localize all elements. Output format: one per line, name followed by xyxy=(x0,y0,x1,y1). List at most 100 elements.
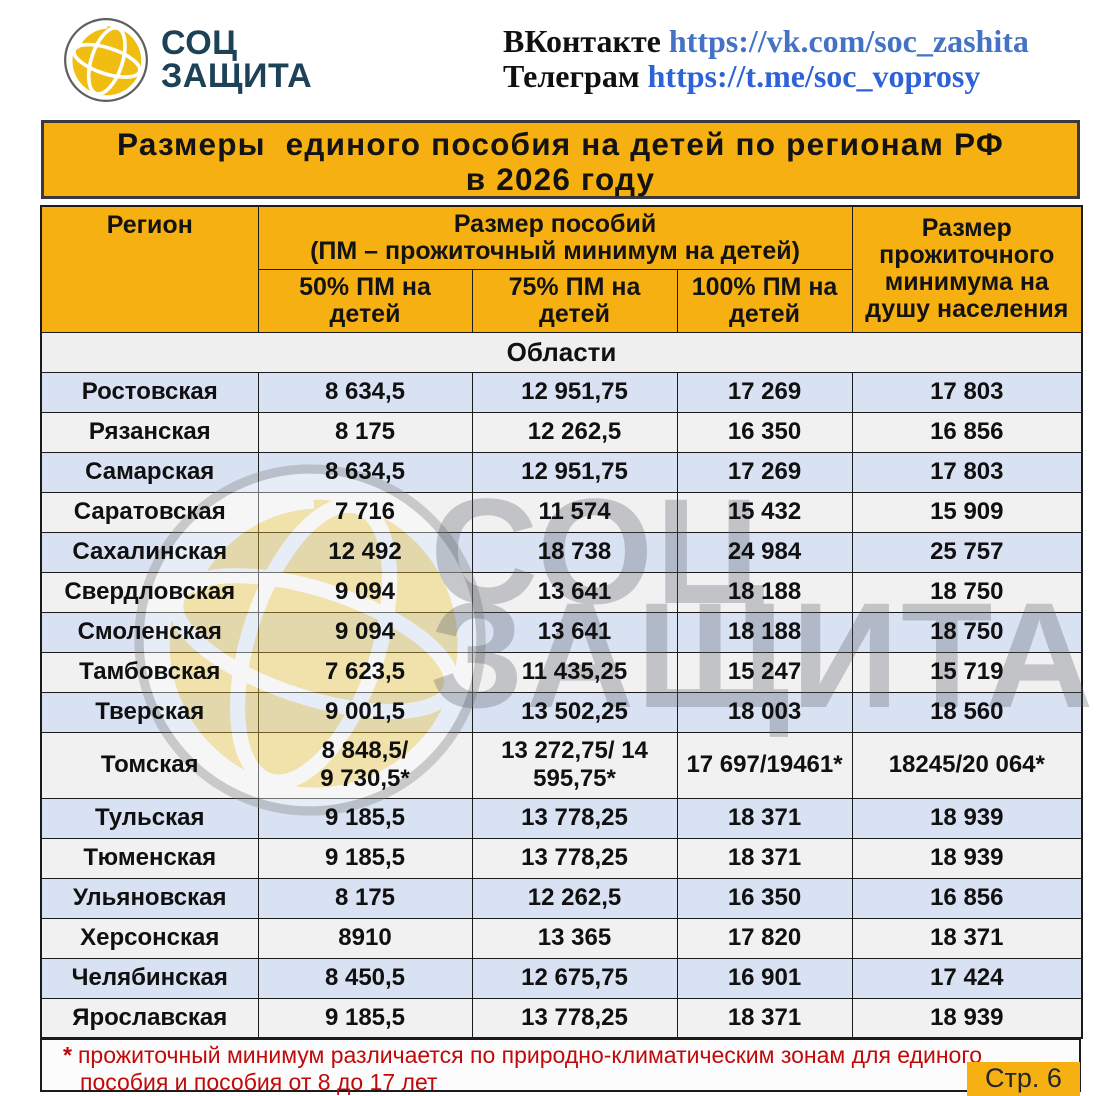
value-cell-pm_capita: 18 939 xyxy=(851,997,1083,1039)
value-cell-pm75: 13 272,75/ 14 595,75* xyxy=(471,731,678,799)
title-line-2: в 2026 году xyxy=(465,161,656,197)
value-cell-pm75: 18 738 xyxy=(471,531,678,573)
value-cell-pm_capita: 18 939 xyxy=(851,797,1083,839)
value-cell-pm100: 18 188 xyxy=(676,571,853,613)
benefits-table: Регион Размер пособий (ПМ – прожиточный м… xyxy=(40,205,1084,1039)
value-cell-pm100: 24 984 xyxy=(676,531,853,573)
value-cell-pm50: 9 185,5 xyxy=(257,997,473,1039)
table-row: Смоленская 9 094 13 641 18 188 18 750 xyxy=(40,611,1083,653)
header-pm75: 75% ПМ на детей xyxy=(471,268,678,333)
footnote: * прожиточный минимум различается по прир… xyxy=(40,1038,1081,1095)
telegram-link[interactable]: https://t.me/soc_voprosy xyxy=(647,58,981,94)
value-cell-pm100: 16 350 xyxy=(676,411,853,453)
value-cell-pm50: 8 848,5/ 9 730,5* xyxy=(257,731,473,799)
value-cell-pm_capita: 18 750 xyxy=(851,611,1083,653)
value-cell-pm50: 12 492 xyxy=(257,531,473,573)
value-cell-pm75: 13 502,25 xyxy=(471,691,678,733)
region-cell: Томская xyxy=(40,731,259,799)
value-cell-pm_capita: 18 939 xyxy=(851,837,1083,879)
table-row: Ульяновская 8 175 12 262,5 16 350 16 856 xyxy=(40,877,1083,919)
value-cell-pm75: 13 778,25 xyxy=(471,997,678,1039)
region-cell: Смоленская xyxy=(40,611,259,653)
value-cell-pm75: 11 574 xyxy=(471,491,678,533)
header-pm50: 50% ПМ на детей xyxy=(257,268,473,333)
value-cell-pm_capita: 15 909 xyxy=(851,491,1083,533)
table-row: Ярославская 9 185,5 13 778,25 18 371 18 939 xyxy=(40,997,1083,1039)
region-cell: Челябинская xyxy=(40,957,259,999)
value-cell-pm_capita: 17 803 xyxy=(851,451,1083,493)
value-cell-pm75: 13 778,25 xyxy=(471,797,678,839)
value-cell-pm_capita: 16 856 xyxy=(851,411,1083,453)
value-cell-pm100: 15 247 xyxy=(676,651,853,693)
region-cell: Ульяновская xyxy=(40,877,259,919)
logo: СОЦ ЗАЩИТА xyxy=(63,17,312,103)
table-row: Сахалинская 12 492 18 738 24 984 25 757 xyxy=(40,531,1083,573)
table-row: Томская 8 848,5/ 9 730,5* 13 272,75/ 14 59… xyxy=(40,731,1083,799)
value-cell-pm100: 18 371 xyxy=(676,837,853,879)
region-cell: Свердловская xyxy=(40,571,259,613)
value-cell-pm75: 11 435,25 xyxy=(471,651,678,693)
value-cell-pm75: 12 262,5 xyxy=(471,411,678,453)
telegram-line: Телеграм https://t.me/soc_voprosy xyxy=(503,59,1029,94)
value-cell-pm50: 8 175 xyxy=(257,411,473,453)
value-cell-pm50: 9 094 xyxy=(257,611,473,653)
region-cell: Саратовская xyxy=(40,491,259,533)
header-pm-capita: Размер прожиточного минимума на душу нас… xyxy=(851,205,1083,333)
page-number-badge: Стр. 6 xyxy=(967,1062,1080,1096)
value-cell-pm_capita: 25 757 xyxy=(851,531,1083,573)
value-cell-pm_capita: 15 719 xyxy=(851,651,1083,693)
value-cell-pm100: 18 371 xyxy=(676,997,853,1039)
value-cell-pm50: 8 175 xyxy=(257,877,473,919)
value-cell-pm50: 9 185,5 xyxy=(257,837,473,879)
title-line-1: Размеры единого пособия на детей по реги… xyxy=(117,126,1004,162)
value-cell-pm75: 12 951,75 xyxy=(471,451,678,493)
value-cell-pm50: 8 634,5 xyxy=(257,371,473,413)
vk-line: ВКонтакте https://vk.com/soc_zashita xyxy=(503,24,1029,59)
table-row: Тюменская 9 185,5 13 778,25 18 371 18 939 xyxy=(40,837,1083,879)
value-cell-pm100: 18 188 xyxy=(676,611,853,653)
table-row: Тамбовская 7 623,5 11 435,25 15 247 15 719 xyxy=(40,651,1083,693)
region-cell: Херсонская xyxy=(40,917,259,959)
table-row: Тверская 9 001,5 13 502,25 18 003 18 560 xyxy=(40,691,1083,733)
value-cell-pm100: 18 371 xyxy=(676,797,853,839)
region-cell: Тульская xyxy=(40,797,259,839)
table-row: Челябинская 8 450,5 12 675,75 16 901 17 424 xyxy=(40,957,1083,999)
table-row: Херсонская 8910 13 365 17 820 18 371 xyxy=(40,917,1083,959)
globe-icon xyxy=(64,18,148,102)
value-cell-pm_capita: 18 560 xyxy=(851,691,1083,733)
value-cell-pm_capita: 16 856 xyxy=(851,877,1083,919)
logo-text: СОЦ ЗАЩИТА xyxy=(161,24,313,95)
table-row: Тульская 9 185,5 13 778,25 18 371 18 939 xyxy=(40,797,1083,839)
value-cell-pm50: 9 185,5 xyxy=(257,797,473,839)
value-cell-pm100: 17 269 xyxy=(676,451,853,493)
value-cell-pm_capita: 18 750 xyxy=(851,571,1083,613)
table-row: Свердловская 9 094 13 641 18 188 18 750 xyxy=(40,571,1083,613)
section-oblasti: Области xyxy=(40,331,1083,373)
header-benefit-group: Размер пособий (ПМ – прожиточный минимум … xyxy=(257,205,853,270)
value-cell-pm_capita: 18 371 xyxy=(851,917,1083,959)
page-title: Размеры единого пособия на детей по реги… xyxy=(41,120,1080,199)
telegram-label: Телеграм xyxy=(503,58,640,94)
value-cell-pm75: 13 778,25 xyxy=(471,837,678,879)
value-cell-pm_capita: 17 803 xyxy=(851,371,1083,413)
value-cell-pm100: 15 432 xyxy=(676,491,853,533)
region-cell: Сахалинская xyxy=(40,531,259,573)
value-cell-pm75: 13 641 xyxy=(471,571,678,613)
value-cell-pm100: 16 350 xyxy=(676,877,853,919)
region-cell: Рязанская xyxy=(40,411,259,453)
table-row: Рязанская 8 175 12 262,5 16 350 16 856 xyxy=(40,411,1083,453)
header-pm100: 100% ПМ на детей xyxy=(676,268,853,333)
value-cell-pm100: 18 003 xyxy=(676,691,853,733)
header-region: Регион xyxy=(40,205,259,333)
value-cell-pm75: 12 951,75 xyxy=(471,371,678,413)
region-cell: Самарская xyxy=(40,451,259,493)
value-cell-pm75: 12 675,75 xyxy=(471,957,678,999)
vk-link[interactable]: https://vk.com/soc_zashita xyxy=(668,23,1029,59)
table-row: Ростовская 8 634,5 12 951,75 17 269 17 803 xyxy=(40,371,1083,413)
value-cell-pm100: 16 901 xyxy=(676,957,853,999)
value-cell-pm50: 7 716 xyxy=(257,491,473,533)
value-cell-pm50: 8 450,5 xyxy=(257,957,473,999)
footnote-text: прожиточный минимум различается по приро… xyxy=(77,1042,983,1095)
value-cell-pm75: 13 365 xyxy=(471,917,678,959)
value-cell-pm75: 12 262,5 xyxy=(471,877,678,919)
